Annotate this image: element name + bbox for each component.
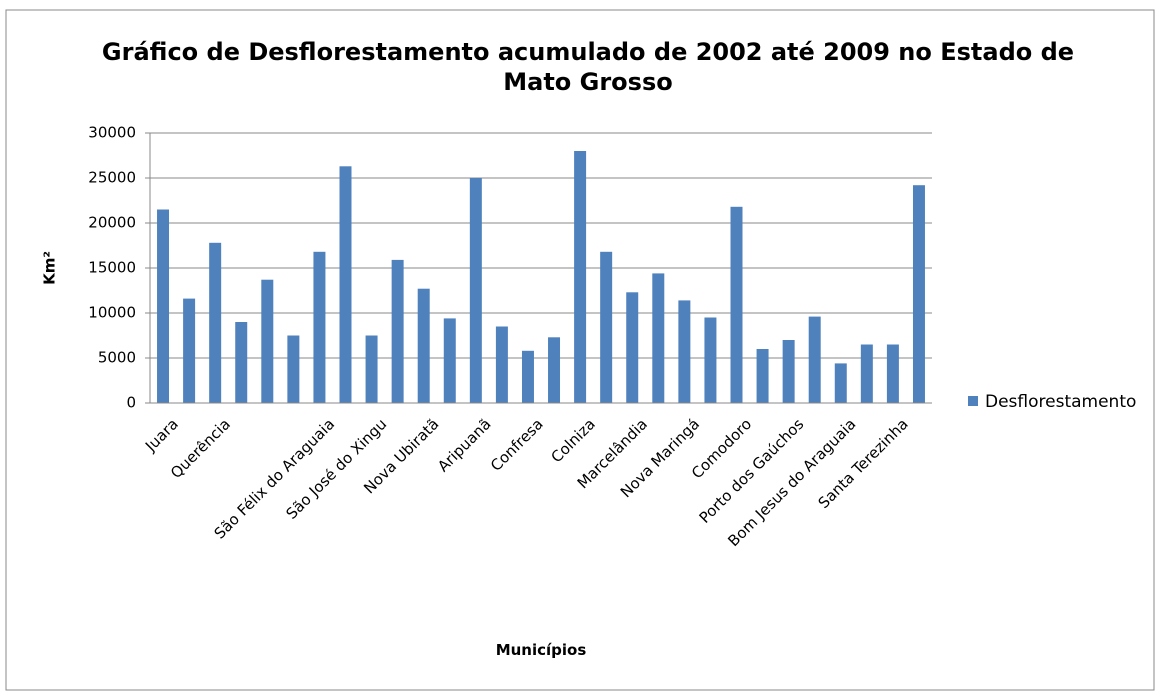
bar — [183, 298, 196, 403]
chart-title: Gráfico de Desflorestamento acumulado de… — [102, 38, 1074, 96]
y-tick-label: 20000 — [88, 214, 136, 232]
y-tick-label: 30000 — [88, 124, 136, 142]
y-tick-label: 0 — [126, 394, 136, 412]
bar — [912, 185, 925, 403]
bar — [287, 335, 300, 403]
bar — [886, 344, 899, 403]
bar — [756, 349, 769, 403]
bar — [600, 251, 613, 403]
bar — [521, 350, 534, 403]
bar — [574, 151, 587, 403]
bar — [704, 317, 717, 403]
legend-label: Desflorestamento — [985, 392, 1136, 412]
bar — [730, 206, 743, 403]
bar — [834, 363, 847, 403]
bar — [209, 242, 222, 403]
bar — [443, 318, 456, 403]
bar — [391, 259, 404, 403]
bar — [678, 300, 691, 403]
y-axis-label: Km² — [41, 251, 59, 285]
bar — [417, 288, 430, 403]
bar — [652, 273, 665, 403]
bar — [548, 337, 561, 403]
y-tick-label: 5000 — [98, 349, 136, 367]
y-tick-label: 10000 — [88, 304, 136, 322]
x-axis-label: Municípios — [496, 641, 587, 659]
bar — [235, 322, 248, 403]
bar — [626, 292, 639, 403]
bar — [495, 326, 508, 403]
chart-title-text: Gráfico de Desflorestamento acumulado de… — [102, 38, 1074, 96]
bar — [808, 316, 821, 403]
bar — [339, 166, 352, 403]
bar — [157, 209, 170, 403]
bar — [261, 279, 274, 403]
y-tick-label: 15000 — [88, 259, 136, 277]
bar — [469, 178, 482, 403]
bar — [860, 344, 873, 403]
bar — [782, 340, 795, 403]
y-tick-label: 25000 — [88, 169, 136, 187]
legend-swatch — [968, 396, 978, 406]
bar — [313, 251, 326, 403]
bar — [365, 335, 378, 403]
